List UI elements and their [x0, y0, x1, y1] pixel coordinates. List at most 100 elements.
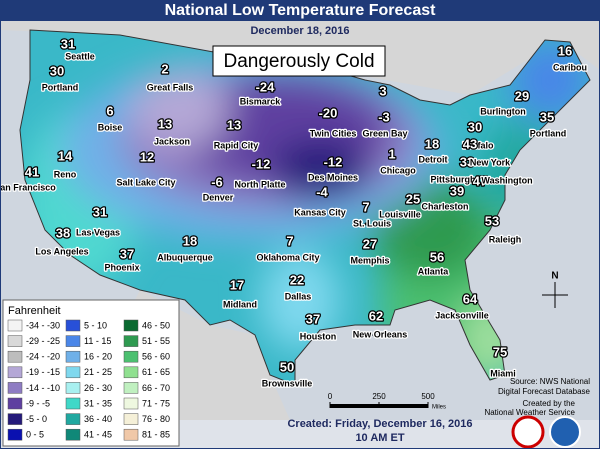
city-name: Phoenix	[104, 262, 139, 272]
city-temp: 37	[120, 246, 134, 261]
city-name: Louisville	[379, 209, 421, 219]
city-temp: 47	[473, 173, 487, 188]
city-dot	[540, 132, 544, 136]
scale-label: 0	[328, 392, 333, 401]
city-name: Salt Lake City	[116, 177, 175, 187]
legend-label: 0 - 5	[26, 430, 44, 440]
city-temp: 30	[50, 63, 64, 78]
city-dot	[425, 158, 429, 162]
city-temp: -12	[324, 154, 343, 169]
city-name: Jacksonville	[435, 310, 489, 320]
legend-label: 31 - 35	[84, 398, 112, 408]
city-dot	[177, 256, 181, 260]
city-name: Memphis	[350, 255, 389, 265]
city-dot	[390, 169, 394, 173]
city-name: Reno	[54, 169, 77, 179]
legend-label: 41 - 45	[84, 430, 112, 440]
city-name: Oklahoma City	[256, 252, 319, 262]
city-name: Raleigh	[489, 234, 522, 244]
city-dot	[252, 100, 256, 104]
noaa-logo	[549, 416, 581, 448]
source-line: Source: NWS National	[510, 377, 590, 386]
legend-label: 11 - 15	[84, 336, 111, 346]
city-temp: 1	[388, 146, 395, 161]
city-dot	[290, 295, 294, 299]
city-dot	[90, 231, 94, 235]
city-dot	[372, 333, 376, 337]
city-temp: 31	[61, 36, 75, 51]
city-temp: 17	[230, 277, 244, 292]
city-temp: -24	[256, 79, 276, 94]
city-dot	[228, 144, 232, 148]
legend-swatch	[65, 413, 81, 425]
callout-box	[212, 45, 386, 77]
city-temp: 30	[468, 119, 482, 134]
city-temp: 12	[140, 149, 154, 164]
city-dot	[495, 110, 499, 114]
city-dot	[495, 372, 499, 376]
city-dot	[54, 250, 58, 254]
city-name: Portland	[42, 82, 79, 92]
city-temp: 18	[183, 233, 197, 248]
city-temp: 13	[227, 117, 241, 132]
city-temp: 27	[363, 236, 377, 251]
city-name: Caribou	[553, 62, 587, 72]
legend-swatch	[7, 428, 23, 441]
legend-label: -9 - -5	[26, 398, 50, 408]
city-dot	[52, 86, 56, 90]
city-dot	[114, 266, 118, 270]
legend-label: -34 - -30	[26, 320, 60, 330]
city-dot	[280, 256, 284, 260]
city-temp: 13	[158, 116, 172, 131]
city-name: Midland	[223, 299, 257, 309]
city-dot	[138, 181, 142, 185]
city-temp: -20	[319, 105, 338, 120]
legend-swatch	[65, 397, 81, 410]
city-name: Burlington	[480, 106, 526, 116]
city-name: Boise	[98, 122, 123, 132]
title: National Low Temperature Forecast	[165, 2, 437, 19]
city-dot	[392, 213, 396, 217]
created-time: 10 AM ET	[355, 432, 404, 444]
legend-swatch	[123, 382, 139, 394]
city-name: Rapid City	[214, 140, 259, 150]
legend-label: 81 - 85	[142, 430, 170, 440]
city-temp: 62	[369, 308, 383, 323]
legend-swatch	[7, 335, 23, 347]
city-name: Buffalo	[463, 140, 494, 150]
city-temp: -12	[252, 156, 271, 171]
legend-swatch	[65, 382, 81, 394]
legend-swatch	[7, 382, 23, 394]
city-name: Pittsburgh	[431, 174, 476, 184]
city-temp: 53	[485, 213, 499, 228]
credit-line: National Weather Service	[484, 408, 575, 417]
city-name: Kansas City	[294, 207, 346, 217]
city-dot	[377, 132, 381, 136]
city-name: Washington	[481, 175, 532, 185]
city-name: Charleston	[421, 201, 468, 211]
city-dot	[312, 211, 316, 215]
legend-label: 76 - 80	[142, 414, 170, 424]
title-bar	[0, 0, 600, 21]
legend-swatch	[123, 319, 139, 332]
legend-label: 36 - 40	[84, 414, 112, 424]
city-name: Brownsville	[262, 378, 313, 388]
city-dot	[102, 126, 106, 130]
city-name: Twin Cities	[310, 128, 357, 138]
city-name: Dallas	[285, 291, 312, 301]
legend-label: -29 - -25	[26, 336, 60, 346]
city-dot	[499, 179, 503, 183]
city-temp: 29	[515, 88, 529, 103]
legend-label: 61 - 65	[142, 367, 170, 377]
legend-swatch	[7, 366, 23, 379]
legend-label: 71 - 75	[142, 398, 170, 408]
legend-swatch	[65, 319, 81, 332]
legend-label: 16 - 20	[84, 352, 112, 362]
city-dot	[437, 205, 441, 209]
city-temp: 56	[430, 249, 444, 264]
city-temp: 75	[493, 344, 507, 359]
legend-label: 21 - 25	[84, 367, 112, 377]
legend-swatch	[7, 397, 23, 410]
city-name: Las Vegas	[76, 227, 120, 237]
